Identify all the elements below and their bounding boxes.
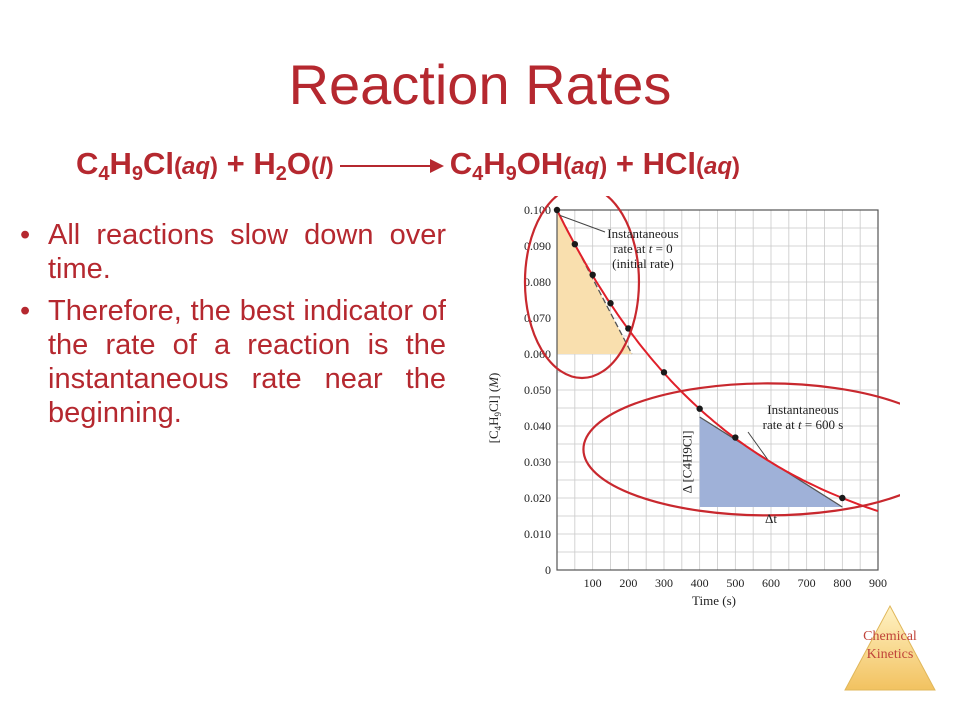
annotation-later-rate: Instantaneous rate at t = 600 s — [763, 402, 844, 432]
chemical-kinetics-badge: Chemical Kinetics — [863, 629, 917, 662]
x-tick-label: 400 — [691, 576, 709, 590]
svg-text:Instantaneous: Instantaneous — [607, 226, 678, 241]
x-tick-label: 900 — [869, 576, 887, 590]
x-tick-label: 600 — [762, 576, 780, 590]
y-tick-label: 0.040 — [524, 419, 551, 433]
data-point — [660, 369, 668, 376]
svg-text:(initial rate): (initial rate) — [612, 256, 674, 271]
initial-rate-highlight-circle — [523, 196, 641, 380]
svg-text:rate at t = 600 s: rate at t = 600 s — [763, 417, 844, 432]
data-point — [607, 300, 614, 307]
bullet-icon: • — [20, 219, 31, 251]
data-point — [732, 434, 739, 441]
delta-t-label: Δt — [765, 511, 777, 526]
bullet-icon: • — [20, 295, 31, 327]
data-point — [696, 405, 703, 412]
slide-title: Reaction Rates — [288, 53, 672, 116]
y-tick-label: 0.020 — [524, 491, 551, 505]
data-point — [553, 206, 561, 214]
y-tick-label: 0.080 — [524, 275, 551, 289]
reaction-arrow-icon — [339, 158, 444, 173]
initial-rate-triangle — [557, 210, 632, 354]
y-tick-label: 0.050 — [524, 383, 551, 397]
plot-frame — [556, 209, 879, 571]
later-rate-highlight-circle — [582, 382, 900, 517]
data-point — [589, 271, 596, 278]
annotation-initial-rate: Instantaneous rate at t = 0 (initial rat… — [607, 226, 678, 271]
y-tick-label: 0.010 — [524, 527, 551, 541]
x-tick-label: 100 — [584, 576, 602, 590]
data-points — [553, 206, 846, 502]
svg-text:rate at t = 0: rate at t = 0 — [613, 241, 672, 256]
delta-concentration-label: Δ [C4H9Cl] — [680, 431, 695, 494]
bullet-item: • All reactions slow down over time. — [20, 219, 446, 285]
x-tick-label: 700 — [798, 576, 816, 590]
concentration-time-chart: 00.0100.0200.0300.0400.0500.0600.0700.08… — [486, 196, 900, 608]
y-axis-label: [C4H9Cl] (M) — [486, 373, 503, 444]
x-tick-label: 300 — [655, 576, 673, 590]
annotation-pointer — [559, 214, 606, 233]
bullet-list: • All reactions slow down over time. • The… — [18, 218, 446, 438]
data-point — [839, 494, 846, 502]
later-rate-triangle — [699, 417, 843, 507]
chemical-kinetics-badge-icon — [844, 604, 936, 691]
svg-text:Instantaneous: Instantaneous — [767, 402, 838, 417]
x-tick-label: 500 — [726, 576, 744, 590]
y-tick-labels: 00.0100.0200.0300.0400.0500.0600.0700.08… — [524, 203, 551, 577]
y-tick-label: 0.060 — [524, 347, 551, 361]
reaction-equation: C4H9Cl(aq) + H2O(l) C4H9OH(aq) + HCl(aq) — [76, 146, 741, 185]
annotation-pointer — [747, 431, 768, 460]
x-tick-label: 200 — [619, 576, 637, 590]
data-point — [625, 325, 632, 332]
grid-lines — [557, 210, 878, 570]
bullet-item: • Therefore, the best indicator of the ra… — [20, 295, 446, 429]
y-tick-label: 0.030 — [524, 455, 551, 469]
x-tick-labels: 100 200 300 400 500 600 700 800 900 — [584, 576, 887, 590]
x-axis-label: Time (s) — [692, 593, 736, 608]
data-point — [571, 241, 579, 248]
x-tick-label: 800 — [833, 576, 851, 590]
y-tick-label: 0 — [545, 563, 551, 577]
y-tick-label: 0.100 — [524, 203, 551, 217]
